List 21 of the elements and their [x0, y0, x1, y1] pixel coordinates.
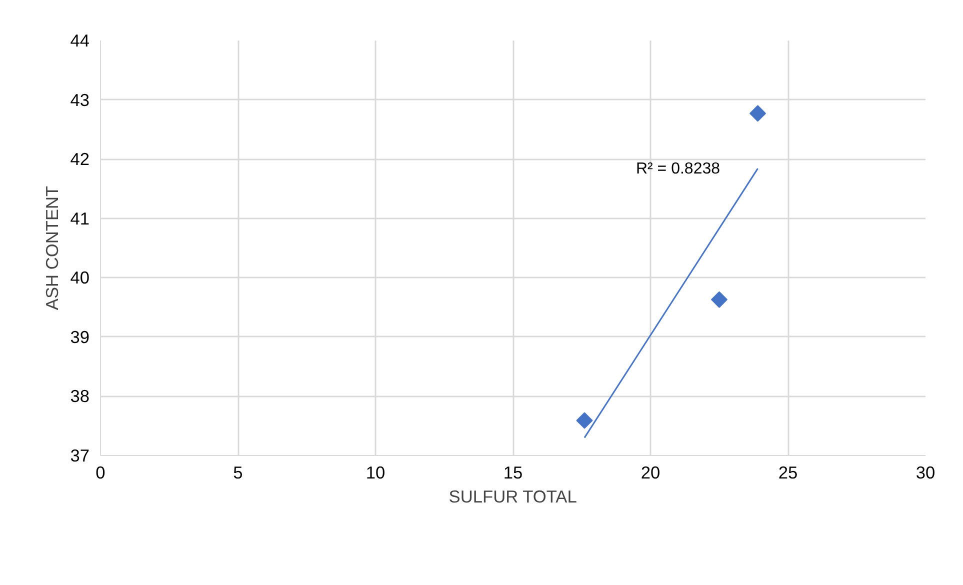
y-tick-label: 40	[70, 268, 90, 288]
y-tick-label: 43	[70, 90, 90, 110]
y-tick-label: 38	[70, 386, 90, 406]
x-tick-label: 20	[640, 462, 660, 482]
y-tick-label: 39	[70, 326, 90, 347]
y-tick-label: 42	[70, 149, 90, 170]
point	[710, 291, 728, 308]
x-tick-label: 15	[503, 462, 523, 482]
y-tick-label: 37	[70, 446, 90, 466]
x-tick-label: 0	[96, 462, 106, 482]
x-tick-label: 25	[778, 462, 798, 482]
x-tick-label: 10	[366, 462, 386, 482]
x-tick-label: 5	[233, 462, 243, 482]
annotation: R² = 0.8238	[636, 160, 720, 178]
point	[749, 105, 766, 122]
y-tick-label: 44	[70, 30, 90, 50]
point	[576, 412, 593, 429]
x-axis-title: SULFUR TOTAL	[448, 486, 578, 506]
x-tick-label: 30	[916, 462, 936, 482]
y-axis-title: ASH CONTENT	[42, 185, 62, 310]
y-tick-label: 41	[70, 208, 90, 228]
